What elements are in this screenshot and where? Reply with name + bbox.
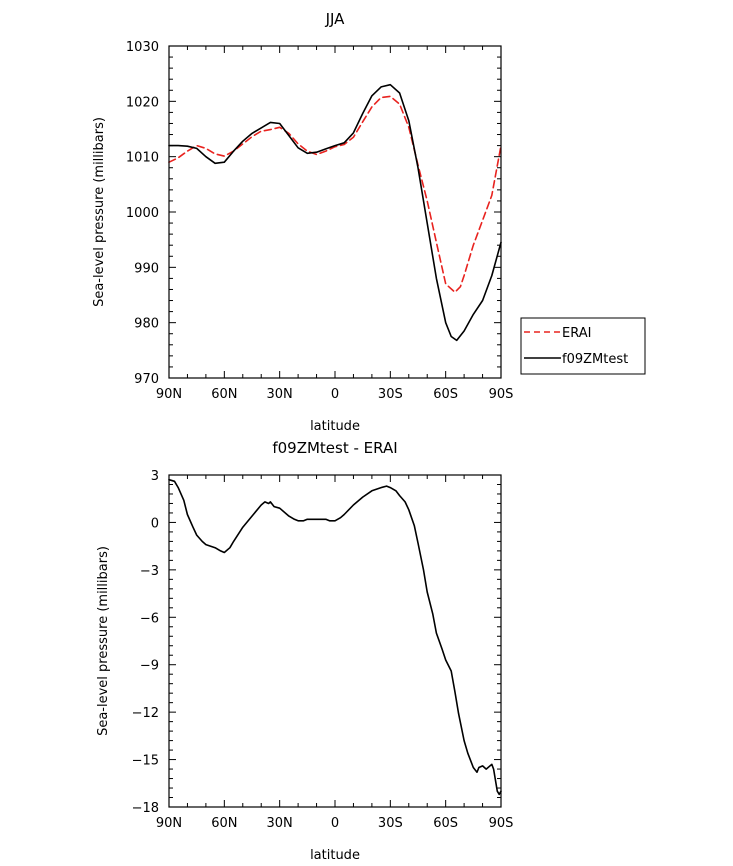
x-axis-label: latitude bbox=[310, 848, 360, 863]
axes-group: 90N 60N 30N 0 30S 60S 90S 970 980 990 1000 1010 1020… bbox=[126, 40, 513, 402]
x-tick-label: 90S bbox=[489, 816, 514, 831]
y-tick-label: −9 bbox=[140, 659, 159, 674]
x-tick-label: 90S bbox=[489, 387, 514, 402]
axes-group: 90N 60N 30N 0 30S 60S 90S −18 −15 −12 −9 −6 −3 0 3 bbox=[132, 469, 514, 831]
y-tick-label: 1030 bbox=[126, 40, 159, 55]
y-tick-label: −12 bbox=[132, 706, 159, 721]
legend-label-f09zmtest: f09ZMtest bbox=[562, 352, 628, 367]
chart-bottom: f09ZMtest - ERAI 90N 60N 30N 0 30S 60S 90S −18 −… bbox=[96, 439, 513, 863]
series-group bbox=[168, 83, 502, 342]
y-tick-label: −18 bbox=[132, 801, 159, 816]
legend-label-erai: ERAI bbox=[562, 326, 591, 341]
y-tick-label: 1020 bbox=[126, 95, 159, 110]
y-tick-label: 1000 bbox=[126, 206, 159, 221]
series-line-erai bbox=[168, 95, 502, 294]
series-line-difference bbox=[168, 478, 502, 796]
x-tick-label: 60S bbox=[433, 387, 458, 402]
plot-frame bbox=[168, 45, 502, 379]
series-line-f09zmtest bbox=[168, 83, 502, 342]
chart-title: JJA bbox=[325, 10, 346, 28]
y-tick-label: 0 bbox=[151, 516, 159, 531]
y-tick-label: 980 bbox=[134, 317, 159, 332]
x-tick-label: 0 bbox=[331, 816, 339, 831]
legend: ERAI f09ZMtest bbox=[520, 317, 646, 375]
x-tick-label: 30S bbox=[378, 816, 403, 831]
x-tick-label: 30N bbox=[267, 387, 293, 402]
x-axis-label: latitude bbox=[310, 419, 360, 434]
y-tick-label: 990 bbox=[134, 261, 159, 276]
x-tick-label: 0 bbox=[331, 387, 339, 402]
y-tick-label: −15 bbox=[132, 754, 159, 769]
series-group bbox=[168, 478, 502, 796]
x-tick-label: 60N bbox=[211, 387, 237, 402]
x-tick-label: 90N bbox=[156, 816, 182, 831]
y-tick-label: 970 bbox=[134, 372, 159, 387]
y-tick-label: −6 bbox=[140, 611, 159, 626]
x-tick-label: 30N bbox=[267, 816, 293, 831]
y-axis-label: Sea-level pressure (millibars) bbox=[92, 117, 107, 307]
x-tick-label: 90N bbox=[156, 387, 182, 402]
x-tick-label: 60N bbox=[211, 816, 237, 831]
y-axis-label: Sea-level pressure (millibars) bbox=[96, 546, 111, 736]
chart-title: f09ZMtest - ERAI bbox=[272, 439, 397, 457]
y-tick-label: −3 bbox=[140, 564, 159, 579]
x-tick-label: 60S bbox=[433, 816, 458, 831]
plot-frame bbox=[168, 474, 502, 808]
chart-top: JJA 90N 60N 30N 0 30S 60S 90S 970 980 990 1000 1010… bbox=[92, 10, 646, 434]
x-tick-label: 30S bbox=[378, 387, 403, 402]
y-tick-label: 3 bbox=[151, 469, 159, 484]
legend-box bbox=[520, 317, 646, 375]
y-tick-label: 1010 bbox=[126, 151, 159, 166]
